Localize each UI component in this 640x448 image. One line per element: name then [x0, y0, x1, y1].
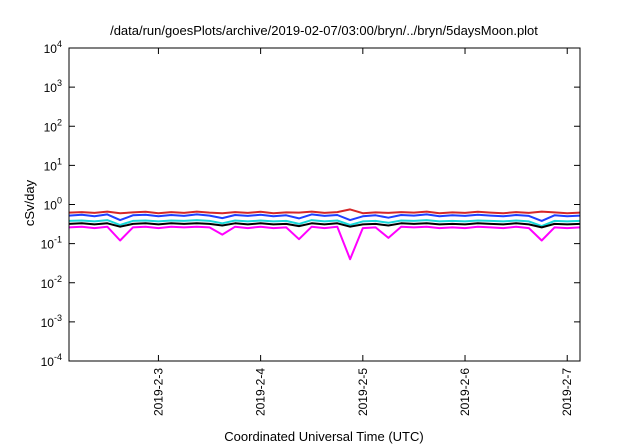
y-tick-base: 10 [41, 355, 55, 369]
x-axis-label: Coordinated Universal Time (UTC) [224, 429, 423, 444]
x-tick-label: 2019-2-6 [458, 368, 472, 416]
y-tick-exponent: -1 [54, 235, 62, 245]
y-tick-base: 10 [44, 42, 58, 56]
y-tick-label: 103 [44, 78, 62, 95]
series-line-2 [68, 213, 581, 222]
plot-frame [68, 47, 581, 362]
y-tick-exponent: 1 [57, 156, 62, 166]
y-axis-label: cSv/day [22, 179, 37, 226]
y-tick-label: 10-3 [41, 313, 62, 330]
y-tick-label: 101 [44, 156, 62, 173]
chart-title: /data/run/goesPlots/archive/2019-02-07/0… [110, 23, 538, 38]
y-tick-exponent: 3 [57, 78, 62, 88]
y-tick-base: 10 [41, 316, 55, 330]
y-tick-label: 10-1 [41, 235, 62, 252]
y-tick-exponent: -2 [54, 274, 62, 284]
series-line-5 [68, 225, 581, 261]
x-tick-label: 2019-2-7 [560, 368, 574, 416]
x-tick-label: 2019-2-4 [254, 368, 268, 416]
y-tick-base: 10 [41, 238, 55, 252]
series-line-3 [68, 219, 581, 228]
y-tick-base: 10 [44, 120, 58, 134]
series-line-4 [68, 222, 581, 229]
y-tick-exponent: 0 [57, 196, 62, 206]
x-tick-label: 2019-2-5 [356, 368, 370, 416]
y-tick-label: 10-2 [41, 274, 62, 291]
y-tick-exponent: -3 [54, 313, 62, 323]
y-tick-label: 102 [44, 117, 62, 134]
y-tick-label: 100 [44, 196, 62, 213]
y-tick-base: 10 [41, 277, 55, 291]
y-tick-base: 10 [44, 199, 58, 213]
y-tick-base: 10 [44, 159, 58, 173]
y-tick-exponent: 4 [57, 39, 62, 49]
y-tick-label: 104 [44, 39, 62, 56]
series-layer [68, 208, 581, 261]
x-tick-label: 2019-2-3 [151, 368, 165, 416]
series-line-1 [68, 208, 581, 215]
y-tick-base: 10 [44, 81, 58, 95]
y-tick-exponent: 2 [57, 117, 62, 127]
y-tick-label: 10-4 [41, 352, 62, 369]
y-tick-exponent: -4 [54, 352, 62, 362]
